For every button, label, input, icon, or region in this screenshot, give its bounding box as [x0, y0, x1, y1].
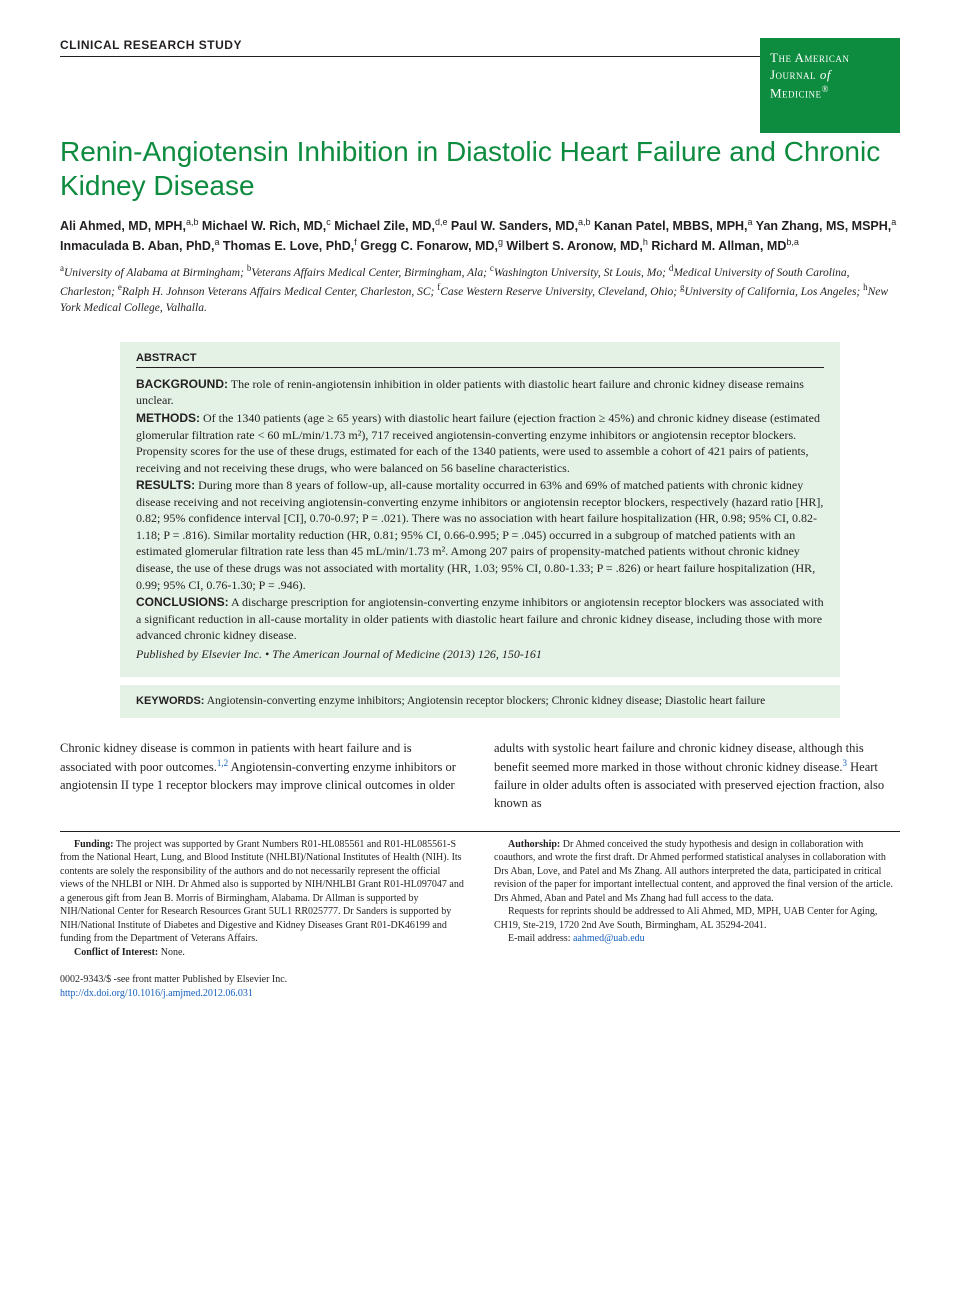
body-columns: Chronic kidney disease is common in pati…	[60, 740, 900, 813]
abstract-header: ABSTRACT	[136, 352, 824, 368]
badge-line1: The American	[770, 50, 890, 67]
keywords-label: KEYWORDS:	[136, 695, 204, 707]
email-label: E-mail address:	[508, 933, 573, 944]
methods-label: METHODS:	[136, 411, 200, 425]
bottom-meta: 0002-9343/$ -see front matter Published …	[60, 973, 900, 1000]
badge-line3: Medicine®	[770, 84, 890, 102]
body-col-right: adults with systolic heart failure and c…	[494, 740, 900, 813]
body-right-1: adults with systolic heart failure and c…	[494, 741, 864, 775]
article-title: Renin-Angiotensin Inhibition in Diastoli…	[60, 135, 900, 202]
abstract-body: BACKGROUND: The role of renin-angiotensi…	[136, 376, 824, 662]
results-label: RESULTS:	[136, 478, 195, 492]
affiliations: aUniversity of Alabama at Birmingham; bV…	[60, 262, 900, 316]
email-link[interactable]: aahmed@uab.edu	[573, 933, 645, 944]
funding-text: The project was supported by Grant Numbe…	[60, 839, 464, 945]
abstract-box: ABSTRACT BACKGROUND: The role of renin-a…	[120, 342, 840, 677]
footnotes: Funding: The project was supported by Gr…	[60, 831, 900, 960]
coi-text: None.	[158, 947, 185, 958]
badge-of: of	[820, 67, 831, 82]
results-text: During more than 8 years of follow-up, a…	[136, 478, 823, 591]
badge-medicine: Medicine	[770, 85, 822, 100]
authors: Ali Ahmed, MD, MPH,a,b Michael W. Rich, …	[60, 216, 900, 256]
conclusions-label: CONCLUSIONS:	[136, 595, 229, 609]
badge-line2: Journal of	[770, 67, 890, 84]
background-text: The role of renin-angiotensin inhibition…	[136, 377, 804, 408]
reprints-text: Requests for reprints should be addresse…	[494, 905, 900, 932]
authorship-label: Authorship:	[508, 839, 560, 850]
funding-label: Funding:	[74, 839, 113, 850]
body-col-left: Chronic kidney disease is common in pati…	[60, 740, 466, 813]
methods-text: Of the 1340 patients (age ≥ 65 years) wi…	[136, 411, 820, 475]
background-label: BACKGROUND:	[136, 377, 228, 391]
badge-journal: Journal	[770, 67, 816, 82]
badge-reg: ®	[822, 84, 829, 94]
doi-link[interactable]: http://dx.doi.org/10.1016/j.amjmed.2012.…	[60, 988, 253, 999]
issn-line: 0002-9343/$ -see front matter Published …	[60, 973, 900, 987]
footnote-col-left: Funding: The project was supported by Gr…	[60, 838, 466, 960]
conclusions-text: A discharge prescription for angiotensin…	[136, 595, 824, 642]
keywords-box: KEYWORDS: Angiotensin-converting enzyme …	[120, 685, 840, 717]
footnote-col-right: Authorship: Dr Ahmed conceived the study…	[494, 838, 900, 960]
journal-badge: The American Journal of Medicine®	[760, 38, 900, 133]
coi-label: Conflict of Interest:	[74, 947, 158, 958]
keywords-text: Angiotensin-converting enzyme inhibitors…	[204, 695, 765, 707]
ref-1-2[interactable]: 1,2	[217, 758, 228, 768]
pubinfo: Published by Elsevier Inc. • The America…	[136, 646, 824, 663]
